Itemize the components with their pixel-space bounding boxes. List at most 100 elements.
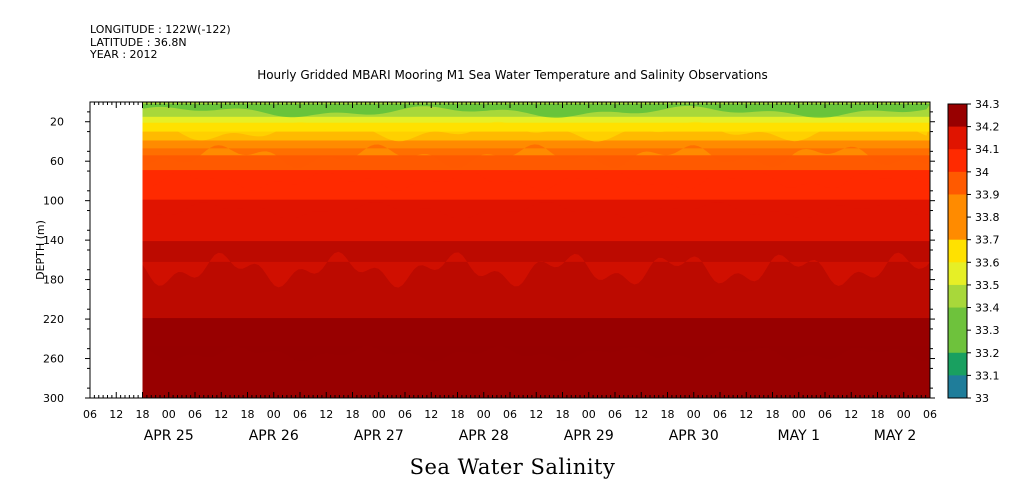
salinity-band [142, 190, 930, 195]
salinity-band [142, 288, 930, 293]
salinity-band [142, 380, 930, 384]
axes: 20 60 100 140 180 220 260 300 06 12 18 00 06 12 18 00 06… [43, 101, 937, 444]
x-hour-label: 18 [136, 408, 150, 421]
x-hour-label: 12 [214, 408, 228, 421]
salinity-band [142, 217, 930, 221]
salinity-band [142, 155, 930, 159]
year-label: YEAR : 2012 [90, 48, 158, 61]
salinity-band [142, 211, 930, 216]
salinity-band [142, 214, 930, 219]
salinity-band [142, 113, 930, 118]
salinity-band [142, 258, 930, 263]
x-day-label: APR 28 [459, 428, 509, 444]
colorbar-tick-label: 33.3 [975, 324, 1000, 337]
x-day-label: MAY 1 [778, 428, 820, 444]
salinity-band [142, 134, 930, 139]
chart-title-wrap: Hourly Gridded MBARI Mooring M1 Sea Wate… [0, 68, 1009, 82]
salinity-band [142, 368, 930, 372]
longitude-label: LONGITUDE : 122W(-122) [90, 23, 231, 36]
salinity-band [142, 279, 930, 284]
salinity-band [142, 276, 930, 281]
x-hour-label: 18 [241, 408, 255, 421]
x-hour-label: 00 [687, 408, 701, 421]
colorbar-tick-label: 33.4 [975, 302, 1000, 315]
x-hour-label: 18 [346, 408, 360, 421]
salinity-band [142, 359, 930, 364]
salinity-band [142, 324, 930, 328]
salinity-band [142, 261, 930, 266]
x-hour-label: 12 [424, 408, 438, 421]
x-hour-label: 12 [844, 408, 858, 421]
x-day-label: APR 27 [354, 428, 404, 444]
colorbar-swatch [948, 284, 967, 309]
x-hour-label: 06 [83, 408, 97, 421]
colorbar-swatch [948, 217, 967, 241]
salinity-band [142, 335, 930, 340]
salinity-band [142, 267, 930, 272]
x-hour-label: 18 [661, 408, 675, 421]
salinity-band [142, 329, 930, 334]
colorbar-tick-label: 34.1 [975, 143, 1000, 156]
colorbar-tick-label: 34.2 [975, 121, 1000, 134]
colorbar-swatch [948, 171, 967, 195]
colorbar-variable-wrap: Sea Water Salinity [0, 455, 1009, 479]
salinity-band [142, 202, 930, 207]
salinity-band [142, 312, 930, 316]
salinity-band [142, 282, 930, 287]
x-day-label: APR 25 [144, 428, 194, 444]
salinity-field [142, 102, 930, 398]
x-hour-label: 06 [923, 408, 937, 421]
x-hour-label: 06 [713, 408, 727, 421]
colorbar-tick-label: 33.1 [975, 369, 1000, 382]
x-hour-label: 12 [109, 408, 123, 421]
salinity-contour-region [142, 103, 930, 118]
x-day-label: APR 29 [564, 428, 614, 444]
colorbar-swatch [948, 352, 967, 376]
salinity-band [142, 285, 930, 290]
salinity-band [142, 306, 930, 310]
colorbar-frame [947, 103, 968, 399]
salinity-band [142, 332, 930, 337]
x-hour-label: 00 [162, 408, 176, 421]
salinity-band [142, 365, 930, 369]
salinity-band [142, 315, 930, 319]
x-hour-label: 00 [267, 408, 281, 421]
colorbar-swatch [948, 262, 967, 286]
salinity-band [142, 386, 930, 390]
salinity-band [142, 116, 930, 121]
colorbar-swatch [948, 375, 967, 399]
salinity-band [142, 383, 930, 387]
colorbar-tick-label: 33.6 [975, 256, 1000, 269]
x-hour-label: 06 [188, 408, 202, 421]
salinity-contour-region [142, 345, 930, 362]
colorbar-swatch [948, 194, 967, 218]
salinity-band [142, 341, 930, 346]
salinity-band [142, 291, 930, 295]
y-tick-label: 140 [43, 234, 64, 247]
x-hour-label: 06 [608, 408, 622, 421]
salinity-band [142, 300, 930, 304]
y-tick-label: 220 [43, 313, 64, 326]
colorbar-variable-label: Sea Water Salinity [409, 455, 616, 479]
x-hour-label: 18 [451, 408, 465, 421]
salinity-band [142, 318, 930, 322]
salinity-band [142, 226, 930, 230]
salinity-band [142, 252, 930, 257]
colorbar-tick-label: 33.7 [975, 234, 1000, 247]
salinity-band [142, 362, 930, 367]
salinity-band [142, 270, 930, 275]
salinity-band [142, 244, 930, 248]
mooring-location-info: LONGITUDE : 122W(-122) LATITUDE : 36.8N … [90, 23, 231, 62]
colorbar-swatch [948, 330, 967, 354]
colorbar-swatch [948, 239, 967, 263]
x-hour-label: 12 [319, 408, 333, 421]
salinity-band [142, 273, 930, 278]
salinity-band [142, 389, 930, 393]
salinity-contour-region [142, 171, 930, 191]
salinity-band [142, 164, 930, 168]
salinity-band [142, 140, 930, 145]
salinity-band [142, 187, 930, 192]
salinity-band [142, 374, 930, 378]
colorbar-tick-label: 33.5 [975, 279, 1000, 292]
salinity-band [142, 294, 930, 298]
